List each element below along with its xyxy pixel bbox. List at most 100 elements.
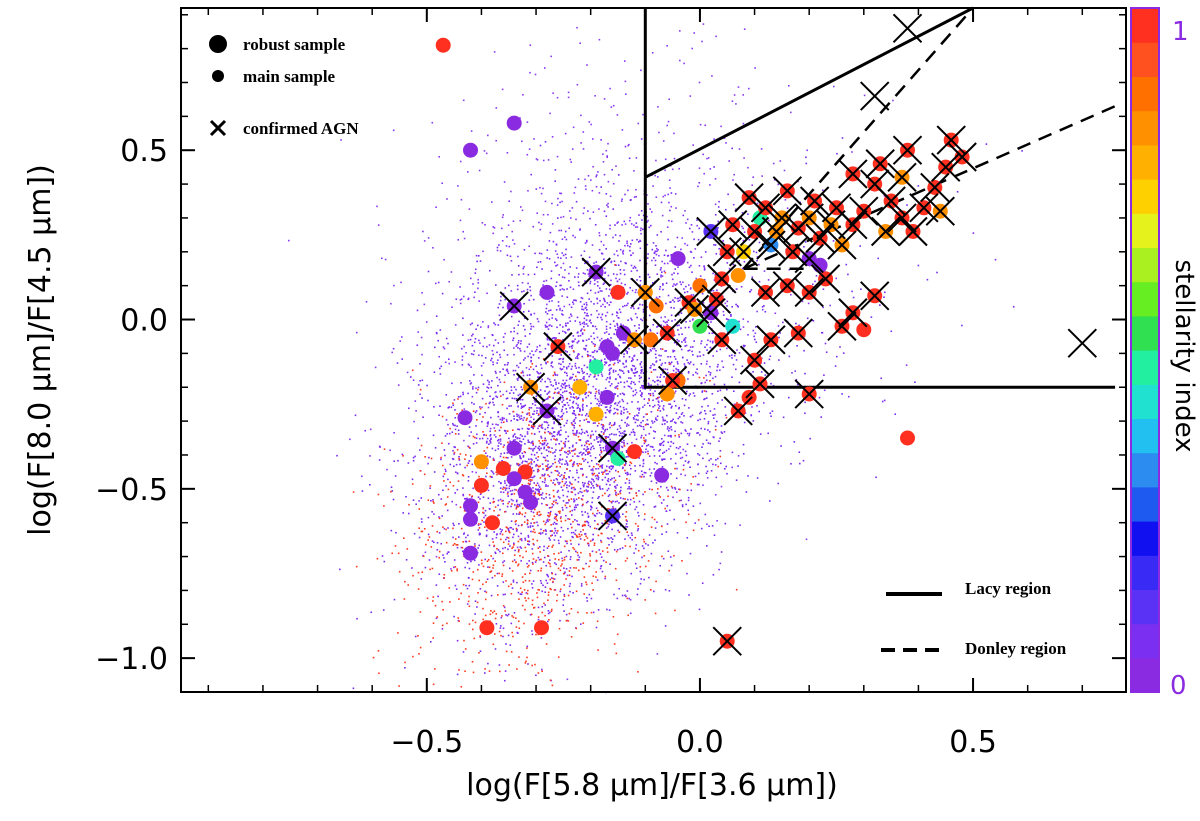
main-sample-point bbox=[594, 388, 597, 390]
main-sample-point bbox=[536, 521, 538, 524]
main-sample-point bbox=[642, 372, 645, 374]
main-sample-point bbox=[446, 622, 448, 625]
main-sample-point bbox=[602, 424, 604, 426]
main-sample-point bbox=[571, 406, 574, 408]
main-sample-point bbox=[565, 332, 567, 334]
main-sample-point bbox=[576, 332, 579, 334]
main-sample-point bbox=[461, 355, 464, 358]
main-sample-point bbox=[774, 312, 777, 315]
main-sample-point bbox=[652, 282, 654, 284]
main-sample-point bbox=[680, 473, 682, 476]
main-sample-point bbox=[549, 512, 551, 514]
main-sample-point bbox=[508, 405, 510, 407]
main-sample-point bbox=[448, 362, 450, 365]
main-sample-point bbox=[484, 509, 487, 512]
main-sample-point bbox=[494, 391, 496, 394]
main-sample-point bbox=[484, 672, 486, 674]
main-sample-point bbox=[544, 67, 546, 69]
main-sample-point bbox=[545, 465, 547, 467]
main-sample-point bbox=[625, 262, 627, 265]
main-sample-point bbox=[517, 324, 519, 326]
main-sample-point bbox=[562, 215, 565, 218]
main-sample-point bbox=[502, 491, 505, 494]
main-sample-point bbox=[513, 374, 515, 376]
main-sample-point bbox=[553, 562, 556, 564]
main-sample-point bbox=[617, 529, 619, 532]
main-sample-point bbox=[603, 363, 606, 366]
main-sample-point bbox=[643, 471, 646, 474]
main-sample-point bbox=[634, 389, 637, 391]
main-sample-point bbox=[528, 428, 530, 430]
main-sample-point bbox=[558, 472, 560, 474]
main-sample-point bbox=[462, 393, 464, 396]
main-sample-point bbox=[552, 434, 555, 437]
main-sample-point bbox=[579, 229, 581, 231]
main-sample-point bbox=[537, 493, 539, 495]
main-sample-point bbox=[692, 144, 694, 146]
main-sample-point bbox=[619, 248, 622, 251]
main-sample-point bbox=[457, 185, 459, 187]
main-sample-point bbox=[643, 541, 646, 543]
main-sample-point bbox=[537, 547, 540, 549]
main-sample-point bbox=[677, 300, 679, 302]
main-sample-point bbox=[616, 322, 618, 325]
main-sample-point bbox=[632, 267, 635, 269]
main-sample-point bbox=[528, 414, 531, 416]
main-sample-point bbox=[662, 288, 664, 291]
main-sample-point bbox=[518, 416, 521, 418]
main-sample-point bbox=[586, 520, 588, 523]
main-sample-point bbox=[558, 462, 561, 464]
main-sample-point bbox=[576, 407, 579, 409]
main-sample-point bbox=[624, 560, 627, 562]
main-sample-point bbox=[551, 427, 554, 429]
main-sample-point bbox=[796, 383, 799, 386]
main-sample-point bbox=[517, 428, 519, 430]
main-sample-point bbox=[556, 530, 559, 532]
main-sample-point bbox=[444, 561, 446, 563]
main-sample-point bbox=[576, 432, 578, 434]
main-sample-point bbox=[419, 611, 422, 613]
main-sample-point bbox=[522, 556, 524, 559]
main-sample-point bbox=[685, 503, 687, 506]
main-sample-point bbox=[631, 364, 634, 367]
main-sample-point bbox=[575, 375, 577, 378]
main-sample-point bbox=[648, 468, 651, 471]
main-sample-point bbox=[585, 314, 588, 317]
main-sample-point bbox=[616, 387, 619, 390]
main-sample-point bbox=[550, 384, 553, 386]
main-sample-point bbox=[529, 44, 532, 46]
main-sample-point bbox=[592, 356, 594, 358]
main-sample-point bbox=[424, 566, 427, 569]
main-sample-point bbox=[451, 431, 454, 433]
main-sample-point bbox=[545, 421, 547, 423]
main-sample-point bbox=[447, 527, 449, 529]
main-sample-point bbox=[635, 506, 638, 508]
main-sample-point bbox=[640, 227, 642, 230]
main-sample-point bbox=[605, 325, 608, 328]
main-sample-point bbox=[556, 264, 559, 266]
main-sample-point bbox=[601, 318, 603, 321]
main-sample-point bbox=[561, 415, 563, 418]
main-sample-point bbox=[416, 344, 419, 346]
main-sample-point bbox=[471, 335, 473, 337]
main-sample-point bbox=[713, 534, 716, 536]
main-sample-point bbox=[693, 395, 696, 397]
main-sample-point bbox=[688, 460, 690, 463]
main-sample-point bbox=[495, 139, 497, 142]
main-sample-point bbox=[463, 639, 465, 642]
main-sample-point bbox=[471, 495, 474, 497]
main-sample-point bbox=[541, 423, 543, 426]
main-sample-point bbox=[492, 541, 494, 543]
main-sample-point bbox=[468, 446, 470, 449]
main-sample-point bbox=[628, 157, 631, 160]
main-sample-point bbox=[457, 617, 460, 619]
main-sample-point bbox=[615, 494, 618, 497]
main-sample-point bbox=[572, 402, 574, 404]
main-sample-point bbox=[633, 365, 636, 367]
main-sample-point bbox=[479, 635, 481, 637]
main-sample-point bbox=[637, 528, 640, 530]
main-sample-point bbox=[610, 433, 613, 435]
main-sample-point bbox=[550, 510, 552, 513]
main-sample-point bbox=[625, 456, 628, 458]
main-sample-point bbox=[625, 93, 627, 95]
